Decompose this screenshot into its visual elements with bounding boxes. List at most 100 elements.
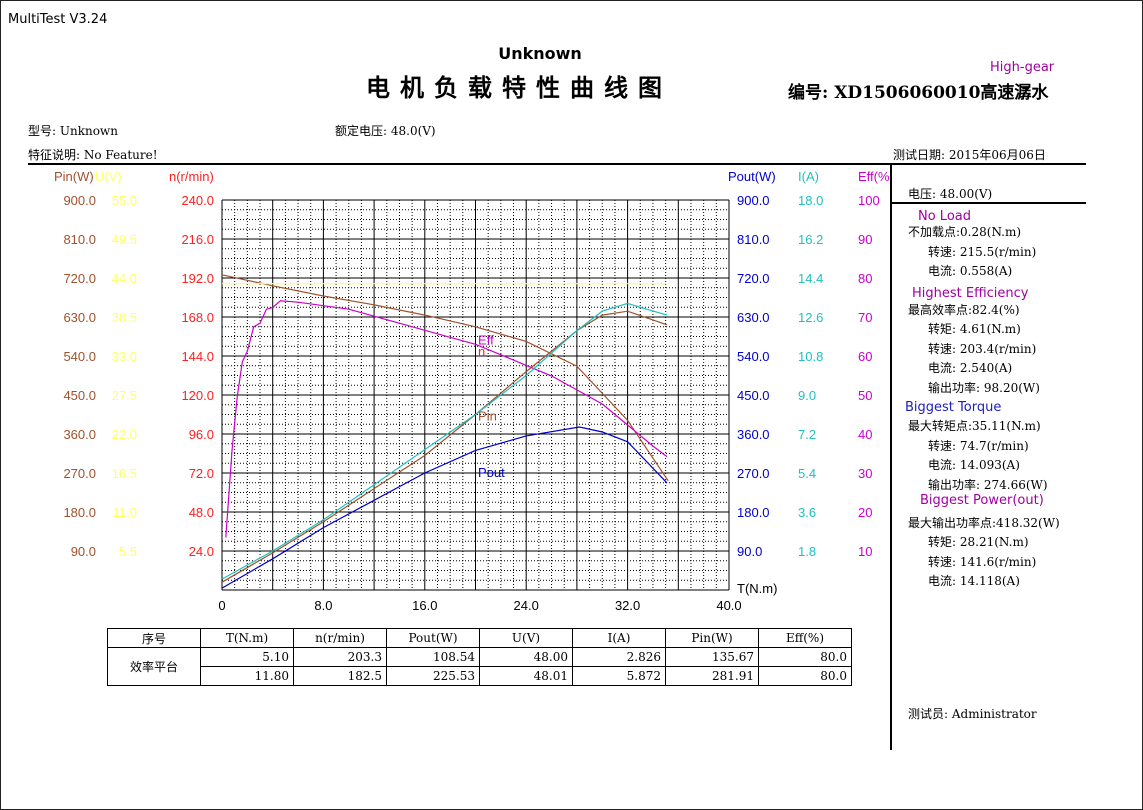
serial-number: 编号: XD1506060010高速潺水 — [788, 83, 1049, 103]
tick-label: 16.2 — [798, 232, 823, 247]
efficiency-row: 电流: 2.540(A) — [928, 361, 1013, 375]
table-header: Eff(%) — [758, 628, 852, 648]
axis-title: Pin(W) — [54, 169, 94, 184]
x-tick-label: 40.0 — [716, 598, 741, 613]
feature-info: 特征说明: No Feature! — [28, 148, 158, 162]
tick-label: 180.0 — [63, 505, 96, 520]
tick-label: 192.0 — [181, 271, 214, 286]
tick-label: 70 — [858, 310, 872, 325]
table-header: Pin(W) — [665, 628, 759, 648]
tick-label: 540.0 — [63, 349, 96, 364]
x-tick-label: 8.0 — [314, 598, 332, 613]
curve-label: Pout — [478, 465, 505, 480]
header-divider — [28, 163, 1086, 165]
tick-label: 14.4 — [798, 271, 823, 286]
rated-voltage-info: 额定电压: 48.0(V) — [335, 124, 436, 138]
axis-title: I(A) — [798, 169, 819, 184]
no-load-row: 电流: 0.558(A) — [928, 264, 1013, 278]
table-row: 效率平台 5.10 203.3 108.54 48.00 2.826 135.6… — [107, 647, 852, 686]
tick-label: 9.0 — [798, 388, 816, 403]
efficiency-row: 最高效率点:82.4(%) — [908, 303, 1020, 317]
axis-title: Eff(%) — [858, 169, 890, 184]
curve-label: Pin — [478, 408, 497, 423]
tick-label: 27.5 — [112, 388, 137, 403]
tester-name: 测试员: Administrator — [908, 707, 1037, 721]
tick-label: 96.0 — [189, 427, 214, 442]
tick-label: 72.0 — [189, 466, 214, 481]
tick-label: 900.0 — [63, 193, 96, 208]
curve-label: n — [478, 344, 485, 359]
model-heading: Unknown — [498, 44, 582, 63]
efficiency-row: 转矩: 4.61(N.m) — [928, 322, 1021, 336]
tick-label: 7.2 — [798, 427, 816, 442]
power-row: 转速: 141.6(r/min) — [928, 555, 1037, 569]
series-line-eff — [225, 300, 668, 538]
tick-label: 44.0 — [112, 271, 137, 286]
tick-label: 5.5 — [119, 544, 137, 559]
table-cell: 225.53 — [386, 666, 480, 686]
axis-title: n(r/min) — [169, 169, 214, 184]
chart-main-title: 电机负载特性曲线图 — [366, 73, 672, 102]
tick-label: 16.5 — [112, 466, 137, 481]
tick-label: 12.6 — [798, 310, 823, 325]
table-cell: 281.91 — [665, 666, 759, 686]
table-header: 序号 — [107, 628, 201, 648]
tick-label: 3.6 — [798, 505, 816, 520]
torque-row: 输出功率: 274.66(W) — [928, 478, 1048, 492]
tick-label: 120.0 — [181, 388, 214, 403]
tick-label: 5.4 — [798, 466, 816, 481]
tick-label: 180.0 — [737, 505, 770, 520]
table-cell: 80.0 — [758, 647, 852, 667]
tick-label: 10 — [858, 544, 872, 559]
tick-label: 38.5 — [112, 310, 137, 325]
no-load-row: 不加载点:0.28(N.m) — [908, 225, 1022, 239]
tick-label: 240.0 — [181, 193, 214, 208]
table-cell: 203.3 — [293, 647, 387, 667]
torque-row: 转速: 74.7(r/min) — [928, 439, 1029, 453]
highest-efficiency-title: Highest Efficiency — [912, 286, 1029, 301]
axis-title: U(V) — [95, 169, 122, 184]
model-info: 型号: Unknown — [28, 124, 118, 138]
x-tick-label: 16.0 — [412, 598, 437, 613]
table-header: U(V) — [479, 628, 573, 648]
x-axis-label: T(N.m) — [737, 581, 777, 596]
no-load-row: 转速: 215.5(r/min) — [928, 245, 1037, 259]
axis-title: Pout(W) — [728, 169, 776, 184]
power-row: 最大输出功率点:418.32(W) — [908, 516, 1060, 530]
tick-label: 33.0 — [112, 349, 137, 364]
x-tick-label: 32.0 — [615, 598, 640, 613]
panel-divider — [890, 165, 892, 750]
tick-label: 10.8 — [798, 349, 823, 364]
power-row: 电流: 14.118(A) — [928, 574, 1020, 588]
tick-label: 55.0 — [112, 193, 137, 208]
panel-voltage-divider — [892, 202, 1086, 204]
no-load-title: No Load — [918, 209, 971, 224]
group-label: 效率平台 — [107, 647, 201, 686]
table-cell: 48.01 — [479, 666, 573, 686]
torque-row: 电流: 14.093(A) — [928, 458, 1020, 472]
table-cell: 80.0 — [758, 666, 852, 686]
table-header: Pout(W) — [386, 628, 480, 648]
x-tick-label: 0 — [218, 598, 225, 613]
tick-label: 1.8 — [798, 544, 816, 559]
table-header: I(A) — [572, 628, 666, 648]
tick-label: 90.0 — [737, 544, 762, 559]
efficiency-row: 输出功率: 98.20(W) — [928, 381, 1040, 395]
result-panel: 电压: 48.00(V) No Load 不加载点:0.28(N.m) 转速: … — [892, 165, 1088, 750]
tick-label: 30 — [858, 466, 872, 481]
table-cell: 108.54 — [386, 647, 480, 667]
table-cell: 48.00 — [479, 647, 573, 667]
load-characteristic-chart: Pin(W) 900.0 810.0 720.0 630.0 540.0 450.0 360.… — [54, 169, 890, 613]
table-row: 11.80 182.5 225.53 48.01 5.872 281.91 80… — [108, 666, 852, 686]
tick-label: 810.0 — [737, 232, 770, 247]
table-header: n(r/min) — [293, 628, 387, 648]
tick-label: 90.0 — [71, 544, 96, 559]
table-header: T(N.m) — [200, 628, 294, 648]
tick-label: 60 — [858, 349, 872, 364]
tick-label: 810.0 — [63, 232, 96, 247]
tick-label: 40 — [858, 427, 872, 442]
biggest-power-title: Biggest Power(out) — [920, 493, 1044, 508]
biggest-torque-title: Biggest Torque — [905, 400, 1002, 415]
table-cell: 135.67 — [665, 647, 759, 667]
series-line-pout — [221, 426, 668, 589]
